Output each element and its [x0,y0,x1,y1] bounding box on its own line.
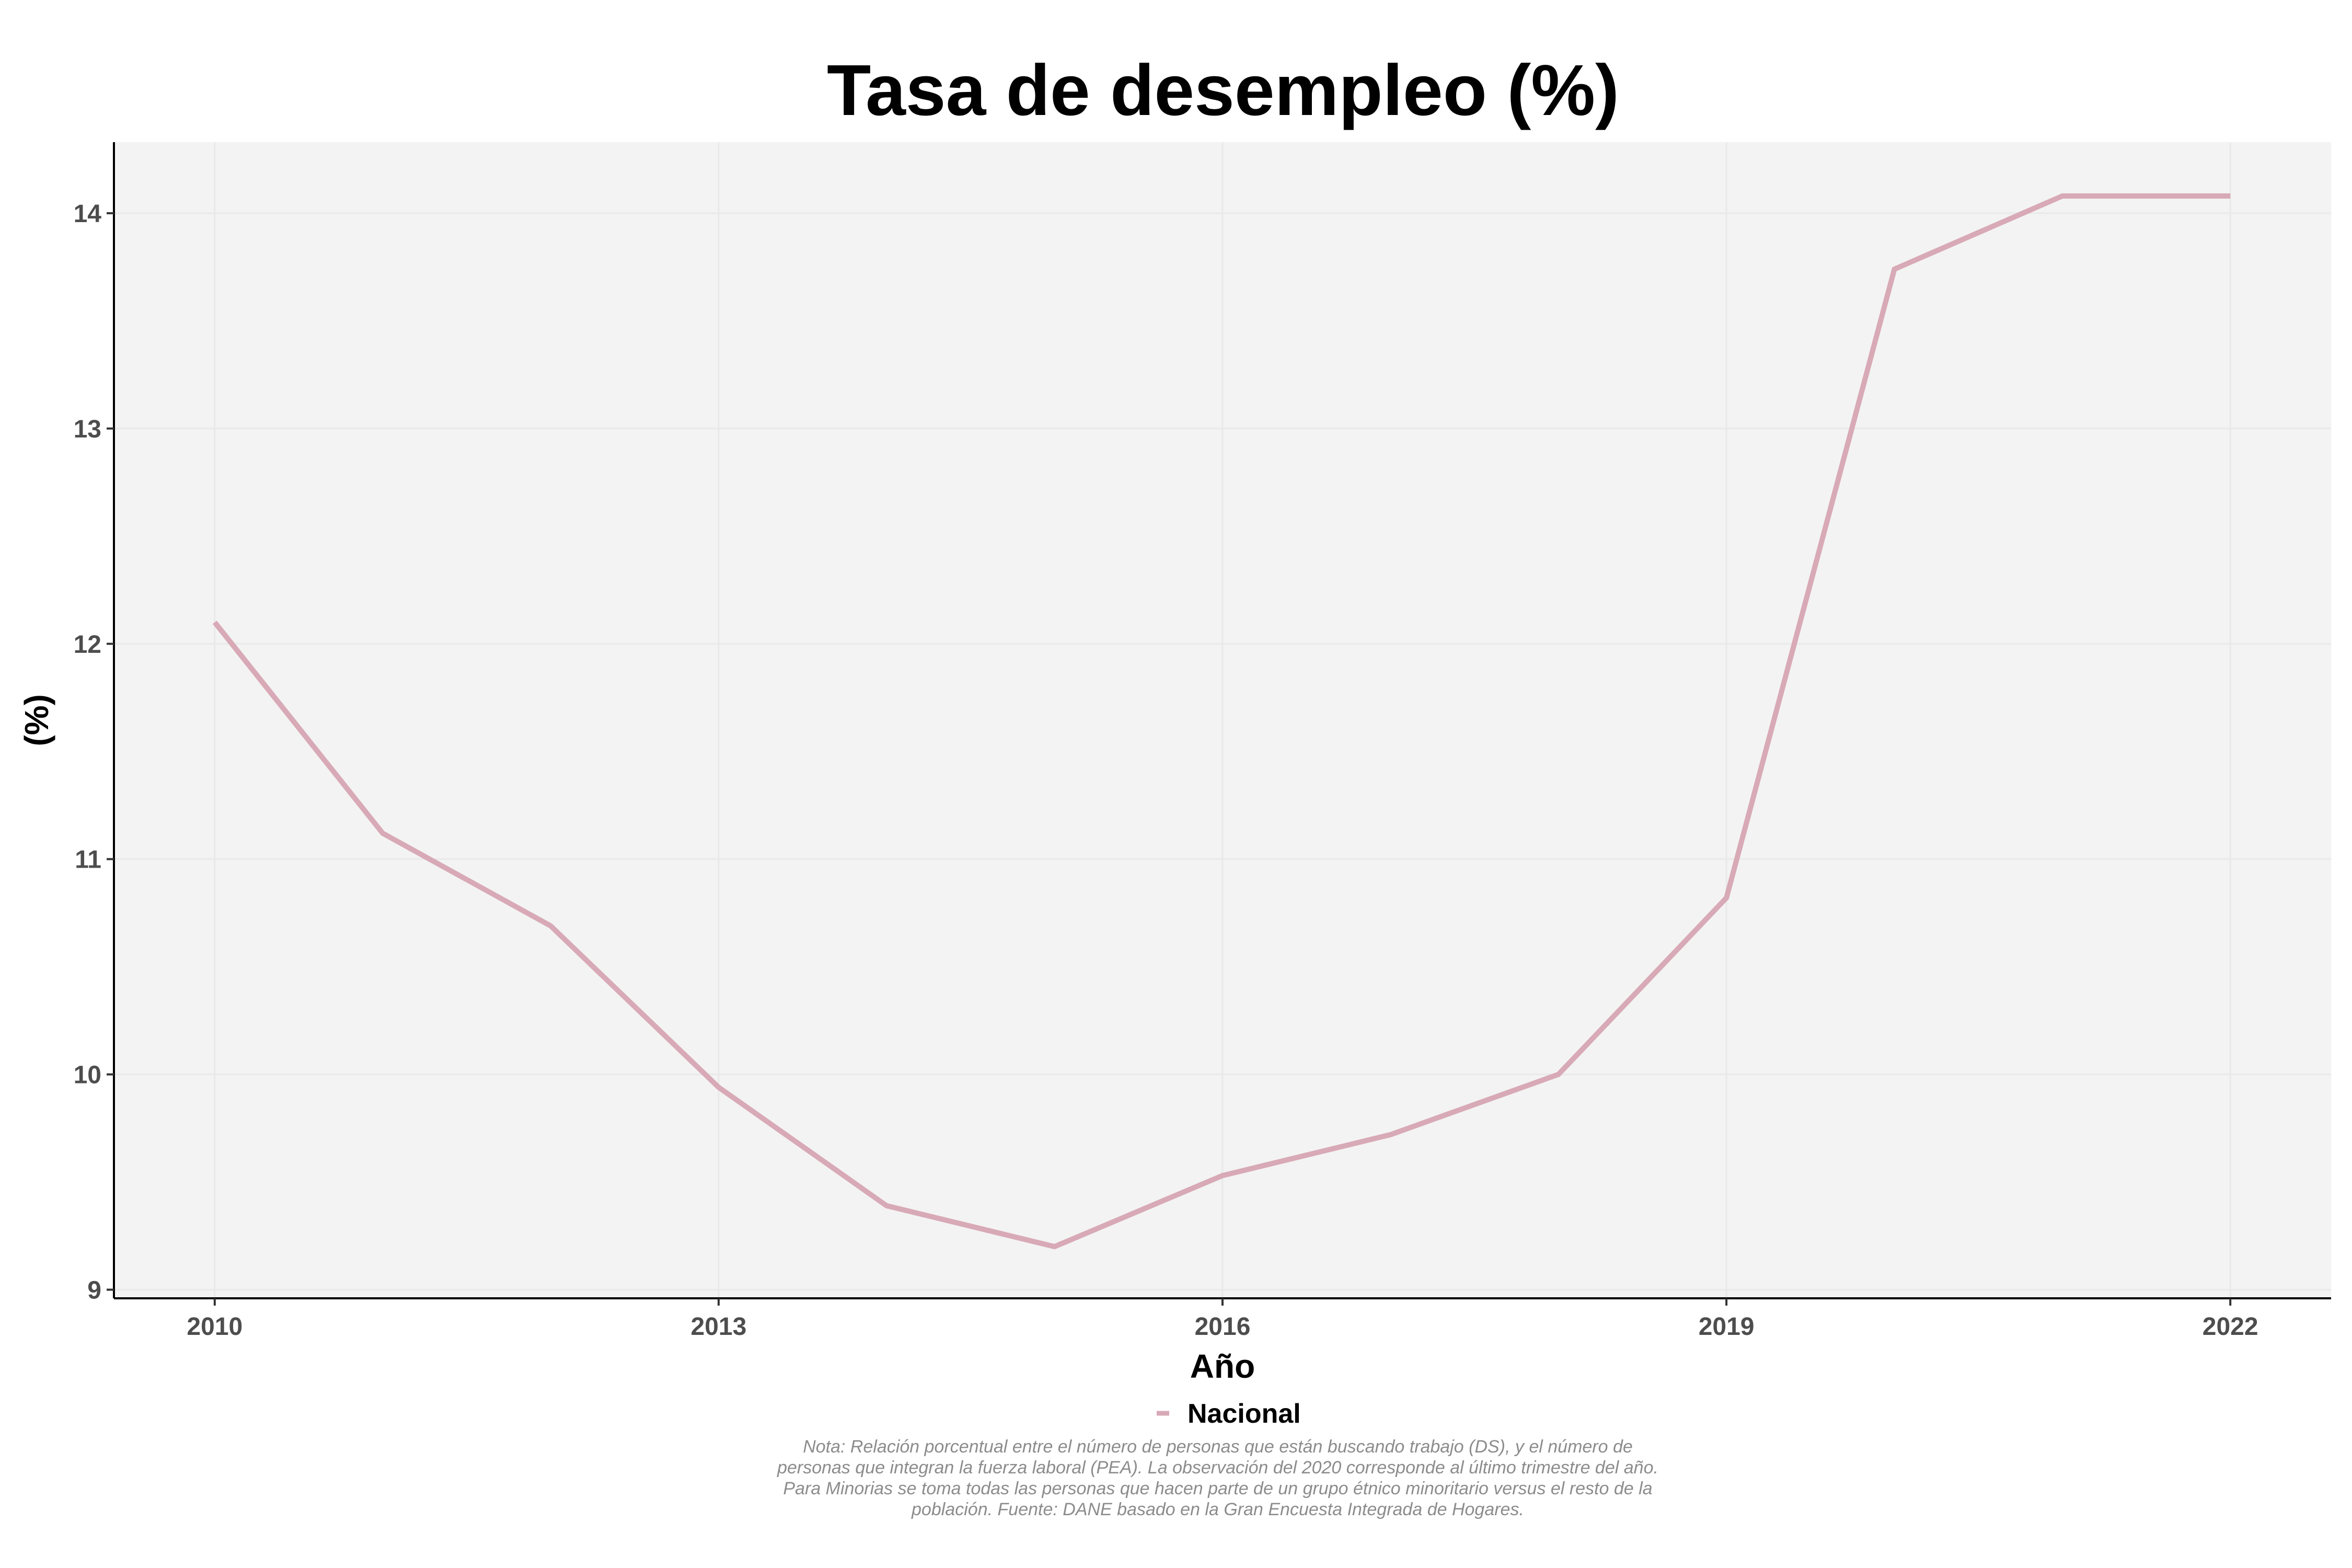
x-tick-label-2022: 2022 [2203,1313,2258,1341]
x-ticks: 2010 2013 2016 2019 2022 [187,1298,2258,1341]
chart-title: Tasa de desempleo (%) [827,50,1619,131]
x-tick-label-2019: 2019 [1699,1313,1755,1341]
y-tick-label-12: 12 [74,631,101,659]
x-gridlines [214,142,2231,1298]
y-gridlines [114,212,2331,1291]
y-tick-label-11: 11 [75,846,101,874]
y-tick-label-14: 14 [74,200,102,228]
y-ticks: 9 10 11 12 13 14 [74,200,114,1305]
legend-label-nacional: Nacional [1187,1399,1301,1429]
legend: Nacional [1157,1399,1301,1429]
chart-note: Nota: Relación porcentual entre el númer… [777,1437,1658,1519]
y-tick-label-10: 10 [74,1062,101,1089]
y-tick-label-13: 13 [74,416,101,443]
y-axis-label: (%) [18,694,55,746]
x-tick-label-2016: 2016 [1195,1313,1251,1341]
x-tick-label-2010: 2010 [187,1313,243,1341]
series-layer [212,193,2231,1250]
y-tick-label-9: 9 [87,1277,101,1305]
x-tick-label-2013: 2013 [691,1313,747,1341]
x-axis-label: Año [1190,1347,1255,1385]
